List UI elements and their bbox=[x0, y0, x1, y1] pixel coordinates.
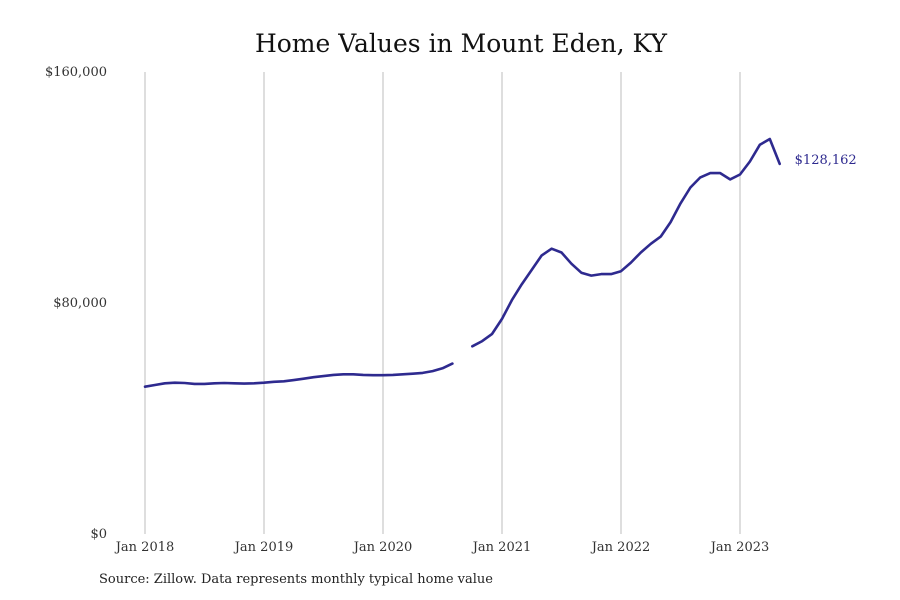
end-value-label: $128,162 bbox=[795, 153, 857, 168]
series-line-group bbox=[143, 137, 781, 388]
x-tick-label: Jan 2018 bbox=[114, 540, 175, 555]
x-tick-label: Jan 2021 bbox=[471, 540, 532, 555]
x-tick-label: Jan 2019 bbox=[233, 540, 294, 555]
x-tick-label: Jan 2023 bbox=[709, 540, 770, 555]
y-tick-label: $0 bbox=[90, 527, 107, 542]
gridlines bbox=[144, 72, 741, 534]
x-axis: Jan 2018 Jan 2019 Jan 2020 Jan 2021 Jan 2022… bbox=[114, 540, 770, 555]
y-tick-label: $160,000 bbox=[45, 65, 107, 80]
x-tick-label: Jan 2020 bbox=[352, 540, 413, 555]
series-line bbox=[143, 362, 454, 388]
series-line bbox=[471, 137, 781, 348]
y-axis: $0 $80,000 $160,000 bbox=[45, 65, 107, 542]
y-tick-label: $80,000 bbox=[53, 296, 107, 311]
chart-title: Home Values in Mount Eden, KY bbox=[255, 29, 668, 58]
source-note: Source: Zillow. Data represents monthly … bbox=[99, 572, 493, 587]
x-tick-label: Jan 2022 bbox=[590, 540, 651, 555]
